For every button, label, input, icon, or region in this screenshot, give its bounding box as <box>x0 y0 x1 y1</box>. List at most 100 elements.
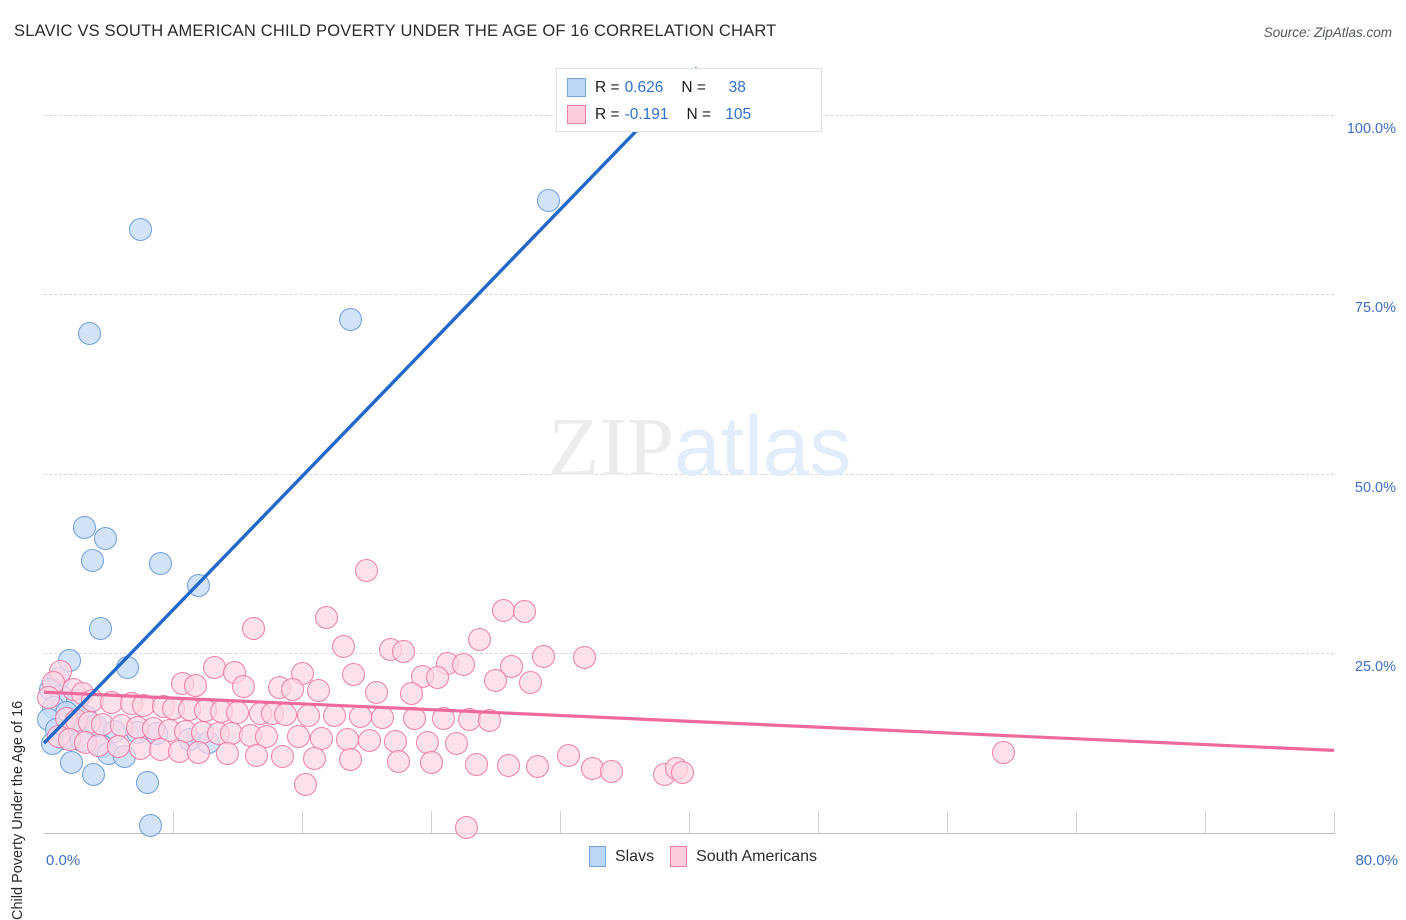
data-point-blue <box>59 751 83 775</box>
data-point-pink <box>245 743 269 767</box>
y-axis-tick-label: 50.0% <box>1354 479 1396 496</box>
x-axis-tick <box>1334 811 1335 833</box>
trendline-south-americans <box>43 690 1335 752</box>
data-point-pink <box>287 725 311 749</box>
plot-area: ZIPatlas <box>37 66 1335 839</box>
data-point-pink <box>342 663 366 687</box>
stats-r-value-slavs: 0.626 <box>624 78 664 96</box>
legend-swatch-slavs-icon <box>588 846 606 867</box>
data-point-pink <box>387 749 411 773</box>
data-point-blue <box>338 307 362 331</box>
data-point-blue <box>88 616 112 640</box>
data-point-pink <box>600 759 624 783</box>
data-point-pink <box>355 559 378 583</box>
x-axis-tick <box>560 811 561 833</box>
data-point-blue <box>135 771 159 795</box>
x-axis-tick <box>689 811 690 833</box>
data-point-pink <box>477 709 501 733</box>
stats-swatch-south-americans-icon <box>567 105 586 124</box>
data-point-pink <box>184 673 208 697</box>
data-point-pink <box>556 743 580 767</box>
series-legend: Slavs South Americans <box>0 846 1406 867</box>
data-point-pink <box>425 666 449 690</box>
stats-n-value-south-americans: 105 <box>725 105 752 123</box>
data-point-pink <box>445 732 469 756</box>
data-point-blue <box>129 218 153 242</box>
x-axis-label-min: 0.0% <box>46 852 81 869</box>
page-title: SLAVIC VS SOUTH AMERICAN CHILD POVERTY U… <box>14 22 777 40</box>
data-point-blue <box>72 516 96 540</box>
x-axis-tick <box>1205 811 1206 833</box>
data-point-pink <box>106 735 130 759</box>
stats-row-slavs: R = 0.626 N = 38 <box>567 74 811 101</box>
stats-r-value-south-americans: -0.191 <box>624 105 669 123</box>
data-point-pink <box>572 646 596 670</box>
data-point-pink <box>419 751 443 775</box>
y-axis-tick-label: 25.0% <box>1354 659 1396 676</box>
data-point-blue <box>80 548 104 572</box>
data-point-pink <box>467 627 491 651</box>
data-point-pink <box>364 680 388 704</box>
data-point-pink <box>358 728 382 752</box>
data-point-blue <box>93 526 117 550</box>
data-point-pink <box>519 670 543 694</box>
data-point-pink <box>271 745 295 769</box>
data-point-pink <box>454 815 478 839</box>
data-point-pink <box>464 752 488 776</box>
trendlines-layer <box>42 66 1335 752</box>
legend-item-slavs[interactable]: Slavs <box>588 846 655 867</box>
data-point-blue <box>138 814 162 838</box>
data-point-pink <box>403 706 427 730</box>
data-point-pink <box>216 742 240 766</box>
y-axis-tick-label: 100.0% <box>1346 120 1396 137</box>
correlation-stats-box: R = 0.626 N = 38 R = -0.191 N = 105 <box>556 68 822 132</box>
data-point-pink <box>293 772 317 796</box>
data-point-pink <box>392 640 416 664</box>
data-point-pink <box>484 669 507 693</box>
data-point-pink <box>532 644 556 668</box>
source-attribution: Source: ZipAtlas.com <box>1263 25 1392 40</box>
trendline-slavs <box>42 66 699 745</box>
y-axis-tick-label: 75.0% <box>1354 300 1396 317</box>
data-point-pink <box>338 748 362 772</box>
data-point-pink <box>513 600 537 624</box>
data-point-pink <box>306 679 330 703</box>
gridline-500 <box>44 473 1334 475</box>
data-point-pink <box>525 755 549 779</box>
x-axis-tick <box>1076 811 1077 833</box>
x-axis-tick <box>302 811 303 833</box>
data-point-blue <box>77 322 101 346</box>
data-point-blue <box>148 552 172 576</box>
gridline-250 <box>44 653 1334 655</box>
data-point-pink <box>314 606 338 629</box>
data-point-blue <box>82 762 106 786</box>
x-axis-tick <box>947 811 948 833</box>
legend-item-south-americans[interactable]: South Americans <box>670 846 817 867</box>
data-point-pink <box>280 677 304 701</box>
x-axis-line <box>44 833 1335 834</box>
x-axis-tick <box>173 811 174 833</box>
x-axis-label-max: 80.0% <box>1355 852 1398 869</box>
legend-label-slavs: Slavs <box>614 847 655 865</box>
data-point-pink <box>303 746 327 770</box>
data-point-pink <box>496 753 520 777</box>
stats-r-label-south-americans: R = <box>595 105 620 123</box>
data-point-pink <box>332 634 356 658</box>
data-point-pink <box>400 682 424 706</box>
data-point-pink <box>432 707 456 731</box>
stats-n-label-slavs: N = <box>681 78 706 96</box>
legend-label-south-americans: South Americans <box>696 847 818 865</box>
data-point-pink <box>187 741 211 765</box>
x-axis-tick <box>818 811 819 833</box>
stats-r-label-slavs: R = <box>595 78 620 96</box>
stats-n-value-slavs: 38 <box>728 78 746 96</box>
stats-swatch-slavs-icon <box>567 78 586 97</box>
data-point-pink <box>991 741 1015 765</box>
data-point-pink <box>671 761 695 785</box>
stats-n-label-south-americans: N = <box>686 105 712 123</box>
data-point-pink <box>232 674 256 698</box>
data-point-blue <box>537 189 561 213</box>
data-point-pink <box>255 724 279 748</box>
data-point-pink <box>500 654 524 678</box>
legend-swatch-south-americans-icon <box>670 846 688 867</box>
